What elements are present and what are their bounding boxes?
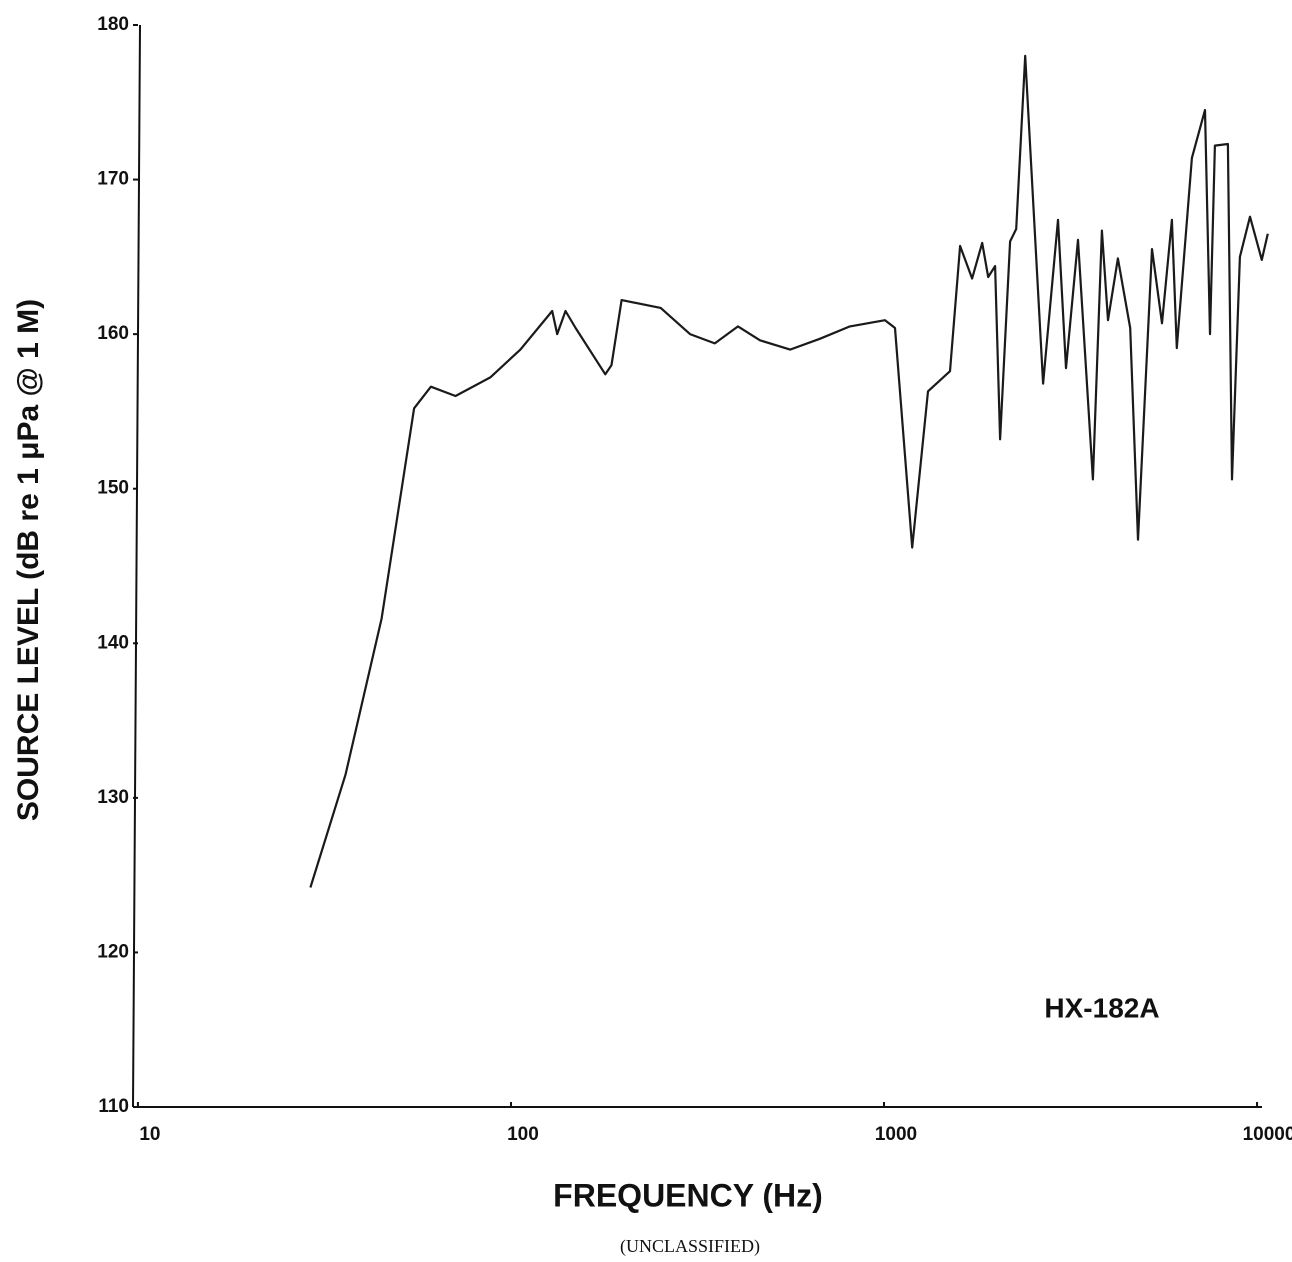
y-tick-label: 150 [97,478,129,499]
x-tick-label: 100 [507,1124,539,1145]
y-axis-label: SOURCE LEVEL (dB re 1 μPa @ 1 M) [12,299,45,821]
y-tick-label: 120 [97,941,129,962]
y-tick-label: 130 [97,787,129,808]
y-tick-label: 180 [97,14,129,35]
footer: (UNCLASSIFIED) [620,1236,760,1257]
x-tick-label: 1000 [875,1124,917,1145]
data-line [309,54,1269,888]
x-tick-label: 10000 [1243,1124,1292,1145]
y-axis [132,24,141,1108]
y-tick-label: 160 [97,323,129,344]
y-tick-label: 140 [97,632,129,653]
y-tick-label: 110 [98,1096,129,1117]
x-tick-label: 10 [139,1124,160,1145]
annotation: HX-182A [1044,992,1159,1023]
y-tick-label: 170 [97,169,129,190]
x-axis-label: FREQUENCY (Hz) [553,1177,823,1213]
